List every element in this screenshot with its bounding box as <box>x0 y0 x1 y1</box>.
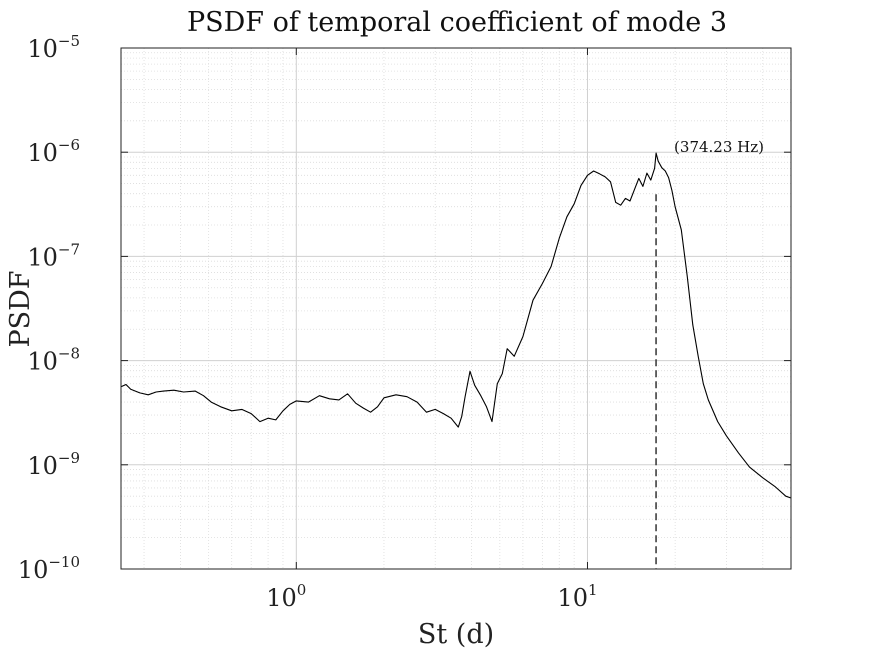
y-tick-label: 10−9 <box>27 449 80 480</box>
chart-title: PSDF of temporal coefficient of mode 3 <box>187 7 727 38</box>
peak-annotation-label: (374.23 Hz) <box>674 138 764 156</box>
series-group <box>120 152 792 499</box>
psdf-series-line <box>120 152 792 499</box>
y-tick-label: 10−10 <box>18 553 80 584</box>
y-tick-label: 10−6 <box>27 136 80 167</box>
y-tick-exponent: −7 <box>58 240 80 258</box>
y-tick-label: 10−5 <box>27 32 80 63</box>
x-tick-exponent: 0 <box>297 581 307 599</box>
y-tick-exponent: −10 <box>48 553 80 571</box>
y-tick-exponent: −5 <box>58 32 80 50</box>
annotation-group: (374.23 Hz) <box>655 138 764 569</box>
x-tick-exponent: 1 <box>588 581 598 599</box>
x-tick-label: 100 <box>266 581 306 612</box>
x-axis-label: St (d) <box>418 619 494 650</box>
x-tick-label: 101 <box>557 581 597 612</box>
y-tick-exponent: −9 <box>58 449 80 467</box>
plot-frame <box>120 47 792 570</box>
y-tick-label: 10−7 <box>27 240 80 271</box>
y-axis-label: PSDF <box>5 270 36 347</box>
y-tick-label: 10−8 <box>27 345 80 376</box>
y-tick-exponent: −6 <box>58 136 80 154</box>
y-tick-exponent: −8 <box>58 345 80 363</box>
